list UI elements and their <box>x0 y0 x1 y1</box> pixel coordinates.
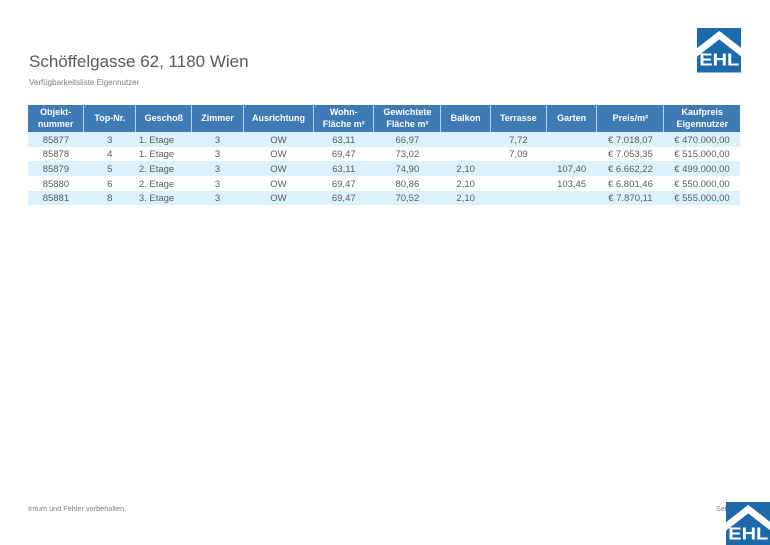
svg-text:EHL: EHL <box>699 49 739 69</box>
svg-text:EHL: EHL <box>728 523 768 543</box>
